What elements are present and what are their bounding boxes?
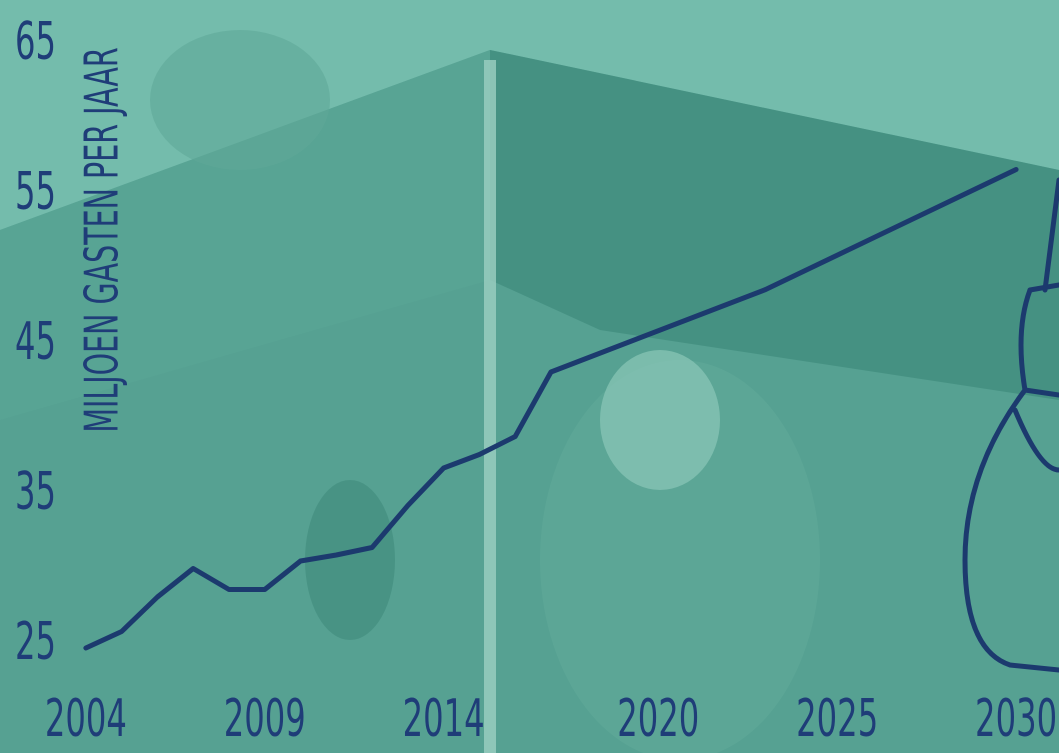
x-tick-label: 2009 [224, 689, 306, 749]
x-tick-label: 2025 [796, 689, 878, 749]
y-tick-label: 65 [15, 12, 56, 72]
x-tick-label: 2020 [617, 689, 699, 749]
background-photo [0, 0, 1059, 753]
x-tick-label: 2004 [45, 689, 127, 749]
y-tick-label: 25 [15, 612, 56, 672]
y-tick-label: 35 [15, 462, 56, 522]
x-tick-label: 2014 [403, 689, 485, 749]
y-tick-label: 45 [15, 312, 56, 372]
y-tick-label: 55 [15, 162, 56, 222]
chart: MILJOEN GASTEN PER JAAR 25 35 45 55 65 2004 20… [0, 0, 1059, 753]
page: {"chart_data": {"type": "line", "y_label… [0, 0, 1059, 753]
x-tick-label: 2030 [975, 689, 1057, 749]
y-axis-title: MILJOEN GASTEN PER JAAR [76, 47, 130, 432]
